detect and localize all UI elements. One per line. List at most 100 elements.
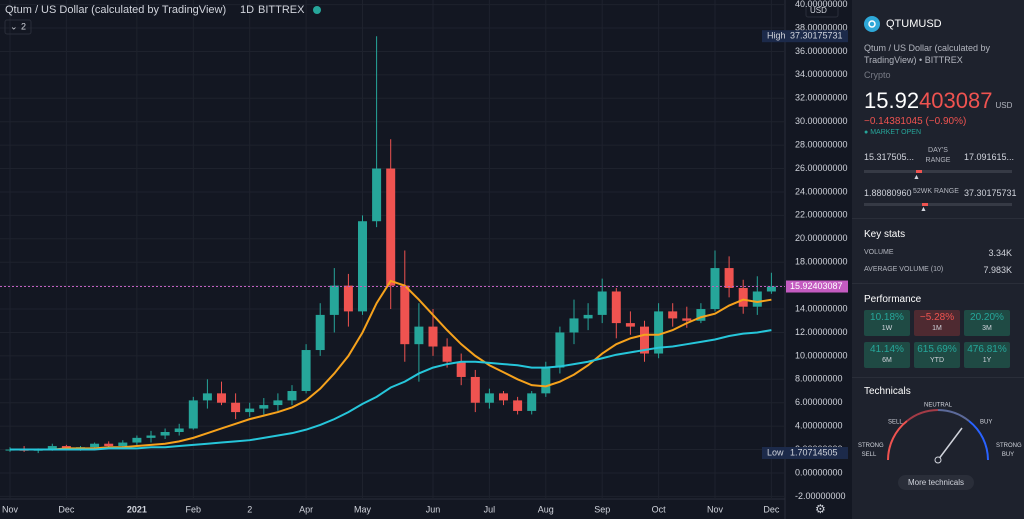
symbol-title: Qtum / US Dollar (calculated by TradingV… bbox=[5, 4, 226, 16]
candle-body bbox=[442, 346, 452, 362]
wk52-label: 52WK RANGE bbox=[913, 188, 959, 195]
price-tail: 403087 bbox=[919, 88, 993, 113]
candle-body bbox=[414, 326, 424, 345]
technicals-title: Technicals bbox=[864, 386, 911, 397]
performance-period: 1M bbox=[932, 325, 942, 332]
y-tick-label: 6.00000000 bbox=[795, 397, 843, 407]
candle-body bbox=[273, 400, 283, 406]
sidebar: QTUMUSD Qtum / US Dollar (calculated by … bbox=[852, 0, 1024, 519]
day-range-bar bbox=[864, 170, 1012, 173]
y-tick-label: 40.00000000 bbox=[795, 0, 848, 9]
performance-cell: 41.14% 6M bbox=[864, 342, 910, 368]
performance-period: 1Y bbox=[982, 357, 992, 364]
candle-body bbox=[752, 291, 762, 307]
candle-body bbox=[132, 437, 142, 443]
candle-body bbox=[386, 168, 396, 286]
description-text: Qtum / US Dollar (calculated by TradingV… bbox=[864, 43, 991, 65]
candle-body bbox=[499, 393, 508, 401]
y-tick-label: 28.00000000 bbox=[795, 139, 848, 149]
y-tick-label: 18.00000000 bbox=[795, 257, 848, 267]
candle-body bbox=[541, 367, 551, 394]
plot bbox=[0, 36, 785, 454]
performance-cell: 615.69% YTD bbox=[914, 342, 960, 368]
performance-cell: 10.18% 1W bbox=[864, 310, 910, 336]
y-tick-label: 0.00000000 bbox=[795, 467, 843, 477]
candle-body bbox=[611, 291, 621, 324]
divider bbox=[852, 218, 1024, 219]
candle-body bbox=[47, 446, 57, 450]
symbol-logo bbox=[864, 16, 880, 32]
y-tick-label: 30.00000000 bbox=[795, 116, 848, 126]
x-tick-label: Nov bbox=[2, 504, 19, 514]
currency-select[interactable] bbox=[805, 3, 839, 18]
candle-body bbox=[372, 168, 382, 222]
gauge-neutral: NEUTRAL bbox=[924, 403, 953, 409]
candle-body bbox=[597, 291, 607, 315]
last-price-label: 15.92403087 bbox=[790, 281, 843, 291]
candle-body bbox=[245, 408, 255, 413]
day-range-pointer: ▲ bbox=[913, 174, 920, 181]
candle-body bbox=[428, 326, 438, 347]
gauge-sell: SELL bbox=[888, 420, 903, 426]
stat-label: VOLUME bbox=[864, 249, 894, 256]
marker-label: 37.30175731 bbox=[790, 31, 843, 41]
wk52-low: 1.88080960 bbox=[864, 188, 912, 198]
candle-body bbox=[315, 314, 325, 351]
performance-value: 10.18% bbox=[870, 312, 904, 323]
y-tick-label: 8.00000000 bbox=[795, 374, 843, 384]
candle-body bbox=[513, 400, 523, 411]
x-tick-label: Apr bbox=[299, 504, 313, 514]
gauge-arc bbox=[968, 420, 989, 461]
candle-body bbox=[527, 393, 537, 411]
gauge-hub bbox=[934, 456, 942, 464]
gauge-needle bbox=[937, 427, 963, 461]
candle-body bbox=[696, 309, 706, 321]
stat-label: AVERAGE VOLUME (10) bbox=[864, 266, 944, 273]
divider bbox=[852, 377, 1024, 378]
x-tick-label: Aug bbox=[538, 504, 554, 514]
candle-body bbox=[287, 391, 297, 401]
wk52-high: 37.30175731 bbox=[964, 188, 1017, 198]
candle-body bbox=[456, 361, 466, 377]
candle-body bbox=[329, 285, 339, 315]
candle-body bbox=[710, 268, 720, 310]
marker-tag bbox=[762, 30, 848, 43]
indicator-toggle[interactable] bbox=[4, 19, 32, 35]
y-tick-label: 34.00000000 bbox=[795, 69, 848, 79]
settings-icon[interactable]: ⚙ bbox=[815, 502, 826, 516]
divider bbox=[852, 283, 1024, 284]
moving-average bbox=[10, 329, 772, 451]
performance-cell: 476.81% 1Y bbox=[964, 342, 1010, 368]
candle-body bbox=[738, 287, 748, 307]
status-text: MARKET OPEN bbox=[870, 129, 922, 136]
performance-period: 3M bbox=[982, 325, 992, 332]
candle-body bbox=[583, 314, 593, 319]
candle-body bbox=[174, 428, 184, 432]
more-technicals-button[interactable]: More technicals bbox=[898, 475, 974, 490]
candle-body bbox=[766, 286, 776, 292]
y-tick-label: 38.00000000 bbox=[795, 22, 848, 32]
performance-period: YTD bbox=[930, 357, 944, 364]
indicator-count: 2 bbox=[21, 21, 26, 31]
performance-title: Performance bbox=[864, 294, 922, 305]
y-tick-label: 24.00000000 bbox=[795, 186, 848, 196]
interval: 1D bbox=[240, 4, 254, 16]
wk52-bar bbox=[864, 203, 1012, 206]
change: −0.14381045 (−0.90%) bbox=[864, 116, 967, 127]
x-tick-label: Dec bbox=[58, 504, 75, 514]
x-tick-label: 2 bbox=[247, 504, 252, 514]
performance-value: 20.20% bbox=[970, 312, 1004, 323]
marker-name: Low bbox=[767, 447, 784, 457]
description: Qtum / US Dollar (calculated by TradingV… bbox=[864, 42, 994, 66]
candle-body bbox=[301, 350, 311, 392]
gauge-strong-buy: STRONG BUY bbox=[996, 443, 1022, 458]
y-tick-label: 4.00000000 bbox=[795, 421, 843, 431]
price: 15.92403087 USD bbox=[864, 88, 1012, 114]
y-tick-label: 32.00000000 bbox=[795, 93, 848, 103]
x-tick-label: May bbox=[354, 504, 372, 514]
y-tick-label: 14.00000000 bbox=[795, 303, 848, 313]
x-tick-label: Feb bbox=[186, 504, 202, 514]
y-tick-label: 36.00000000 bbox=[795, 46, 848, 56]
candle-body bbox=[104, 443, 114, 447]
